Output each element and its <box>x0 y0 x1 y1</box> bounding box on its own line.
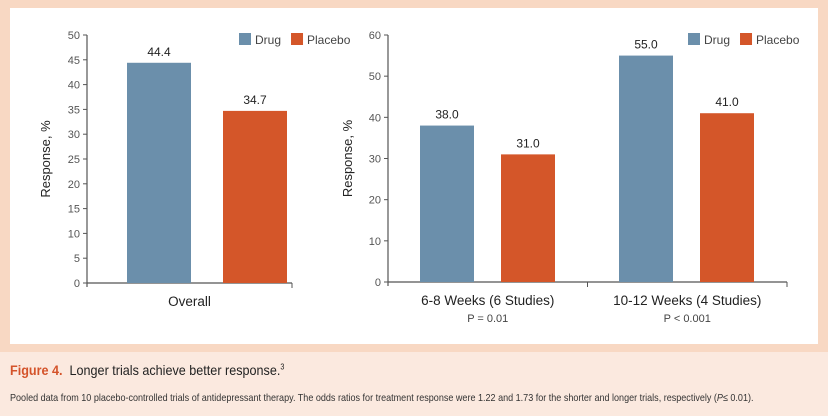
data-label: 31.0 <box>516 136 540 150</box>
y-tick-label: 10 <box>369 236 381 248</box>
bar-drug <box>127 62 191 283</box>
y-tick-label: 10 <box>68 228 80 240</box>
y-tick-label: 50 <box>369 71 381 83</box>
note-text-end: ≤ 0.01). <box>722 392 754 404</box>
y-tick-label: 20 <box>68 179 80 191</box>
y-tick-label: 35 <box>68 104 80 116</box>
y-tick-label: 25 <box>68 154 80 166</box>
charts: 0 5 10 15 20 25 30 35 40 45 50 Response, % Overall 44… <box>38 30 800 325</box>
y-tick-label: 0 <box>74 278 80 290</box>
y-tick-label: 20 <box>369 195 381 207</box>
p-value-label: P < 0.001 <box>664 313 711 325</box>
bar-placebo <box>501 154 555 282</box>
data-label: 41.0 <box>715 95 739 109</box>
y-tick-label: 60 <box>369 30 381 42</box>
bar-placebo <box>700 113 754 282</box>
y-axis-label: Response, % <box>340 119 355 197</box>
y-tick-label: 40 <box>68 80 80 92</box>
y-tick-label: 30 <box>68 129 80 141</box>
figure-note: Pooled data from 10 placebo-controlled t… <box>10 392 753 404</box>
note-text: Pooled data from 10 placebo-controlled t… <box>10 392 717 404</box>
reference-superscript: 3 <box>280 362 285 372</box>
legend-label: Drug <box>704 33 730 47</box>
y-tick-label: 30 <box>369 154 381 166</box>
figure-label: Figure 4. <box>10 362 63 378</box>
y-tick-label: 45 <box>68 55 80 67</box>
category-label: Overall <box>168 294 211 309</box>
bar-placebo <box>223 110 287 283</box>
y-tick-label: 5 <box>74 253 80 265</box>
legend-swatch-placebo <box>291 33 304 45</box>
legend-swatch-placebo <box>740 33 753 45</box>
caption-area <box>0 352 828 416</box>
legend-label: Placebo <box>756 33 800 47</box>
legend-swatch-drug <box>239 33 251 45</box>
y-tick-label: 40 <box>369 112 381 124</box>
figure-title-text: Longer trials achieve better response. <box>69 362 281 378</box>
data-label: 34.7 <box>243 93 267 107</box>
legend-label: Placebo <box>307 33 351 47</box>
y-tick-label: 0 <box>375 277 381 289</box>
y-tick-label: 15 <box>68 204 80 216</box>
data-label: 38.0 <box>435 108 459 122</box>
category-label: 10-12 Weeks (4 Studies) <box>613 293 761 308</box>
bar-drug <box>619 55 673 283</box>
note-p: P <box>716 392 723 404</box>
y-tick-label: 50 <box>68 30 80 42</box>
p-value-label: P = 0.01 <box>467 313 508 325</box>
legend-label: Drug <box>255 33 281 47</box>
data-label: 55.0 <box>634 38 658 52</box>
legend-swatch-drug <box>688 33 700 45</box>
figure-title: Figure 4. Longer trials achieve better r… <box>10 362 284 378</box>
y-axis-label: Response, % <box>38 120 53 198</box>
category-label: 6-8 Weeks (6 Studies) <box>421 293 554 308</box>
bar-drug <box>420 125 474 282</box>
data-label: 44.4 <box>147 45 171 59</box>
